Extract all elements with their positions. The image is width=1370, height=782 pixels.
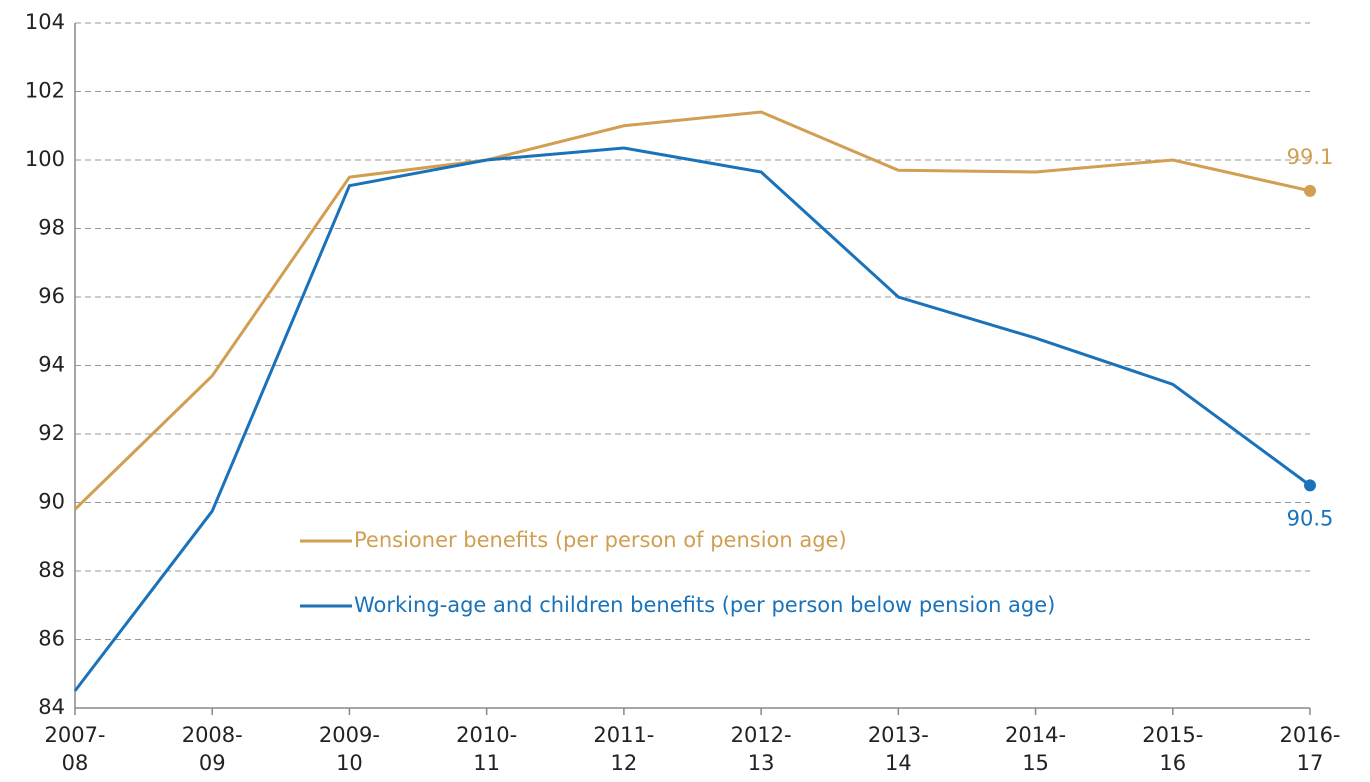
x-tick-label: 2011-12 bbox=[593, 723, 654, 775]
y-tick-label: 96 bbox=[38, 284, 65, 308]
x-tick-label: 2012-13 bbox=[731, 723, 792, 775]
y-tick-label: 94 bbox=[38, 353, 65, 377]
y-tick-label: 102 bbox=[25, 79, 65, 103]
x-tick-label: 2009-10 bbox=[319, 723, 380, 775]
line-series bbox=[73, 146, 1311, 692]
x-tick-label: 2015-16 bbox=[1142, 723, 1203, 775]
y-tick-label: 88 bbox=[38, 558, 65, 582]
y-tick-label: 104 bbox=[25, 10, 65, 34]
y-tick-label: 84 bbox=[38, 695, 65, 719]
x-tick-label: 2013-14 bbox=[868, 723, 929, 775]
y-tick-label: 92 bbox=[38, 421, 65, 445]
x-tick-label: 2010-11 bbox=[456, 723, 517, 775]
x-tick-label: 2007-08 bbox=[44, 723, 105, 775]
end-point bbox=[1304, 184, 1316, 197]
data-label: 99.1 bbox=[1287, 145, 1334, 169]
line-series bbox=[73, 110, 1311, 511]
legend-label: Pensioner benefits (per person of pensio… bbox=[354, 528, 847, 552]
end-point bbox=[1304, 479, 1316, 492]
x-tick-label: 2014-15 bbox=[1005, 723, 1066, 775]
data-label: 90.5 bbox=[1287, 506, 1334, 530]
y-tick-label: 86 bbox=[38, 627, 65, 651]
y-tick-label: 100 bbox=[25, 147, 65, 171]
legend-label: Working-age and children benefits (per p… bbox=[354, 593, 1055, 617]
x-tick-label: 2016-17 bbox=[1279, 723, 1340, 775]
y-tick-label: 98 bbox=[38, 216, 65, 240]
y-tick-label: 90 bbox=[38, 490, 65, 514]
x-tick-label: 2008-09 bbox=[182, 723, 243, 775]
